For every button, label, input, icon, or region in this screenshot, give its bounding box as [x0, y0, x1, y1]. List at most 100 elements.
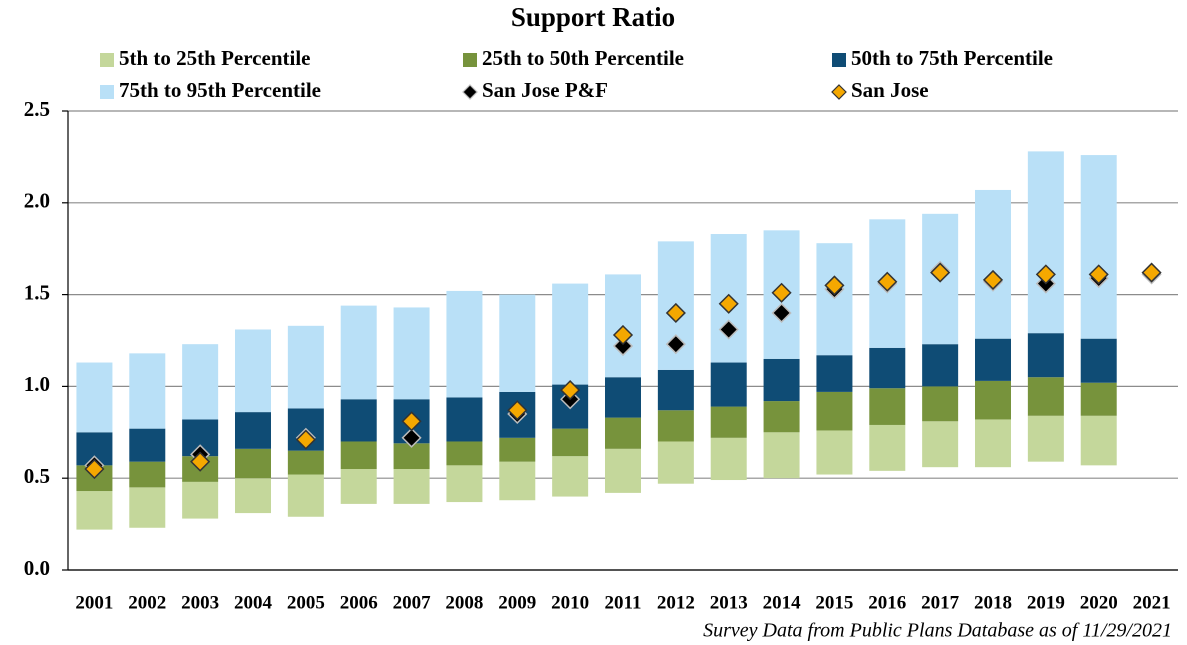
legend-swatch — [832, 53, 846, 67]
point-marker — [1141, 262, 1162, 283]
bar-segment — [499, 461, 536, 501]
bar-segment — [1080, 415, 1117, 466]
bar-segment — [710, 362, 747, 407]
legend-label: 5th to 25th Percentile — [119, 46, 310, 70]
x-tick-label: 2017 — [921, 592, 960, 613]
bar-segment — [763, 358, 800, 402]
y-tick-label: 1.5 — [24, 280, 50, 304]
bar-segment — [816, 243, 853, 356]
x-tick-label: 2003 — [181, 592, 219, 613]
bar-segment — [552, 283, 589, 385]
bar-segment — [499, 437, 536, 462]
bar-segment — [975, 189, 1011, 339]
x-tick-label: 2001 — [75, 592, 113, 613]
point-marker — [401, 411, 422, 432]
bar-segment — [1027, 333, 1064, 378]
y-tick-label: 2.0 — [24, 189, 50, 213]
bar-segment — [393, 307, 430, 400]
legend-swatch — [831, 84, 847, 100]
x-tick-label: 2021 — [1133, 592, 1171, 613]
y-tick-label: 1.0 — [24, 372, 50, 396]
bar-segment — [552, 428, 589, 457]
x-tick-label: 2014 — [763, 592, 802, 613]
bar-segment — [605, 377, 641, 418]
bar-segment — [816, 355, 853, 392]
legend-label: San Jose P&F — [482, 78, 608, 102]
x-tick-label: 2005 — [287, 592, 325, 613]
bar-segment — [1027, 377, 1064, 416]
x-tick-label: 2010 — [551, 592, 589, 613]
bar-segment — [287, 450, 324, 475]
bar-segment — [975, 338, 1011, 381]
bar-segment — [763, 432, 800, 479]
bar-segment — [1080, 338, 1117, 383]
point-marker — [665, 302, 686, 324]
legend-label: 75th to 95th Percentile — [119, 78, 321, 102]
bar-segment — [340, 399, 377, 442]
bar-segment — [763, 401, 800, 433]
point-marker — [295, 429, 316, 450]
bar-segment — [975, 419, 1011, 468]
legend-swatch — [462, 84, 478, 100]
legend-label: 50th to 75th Percentile — [851, 46, 1053, 70]
point-marker — [982, 269, 1004, 290]
bar-segment — [129, 428, 166, 462]
point-marker — [718, 319, 739, 340]
bar-segment — [816, 430, 853, 475]
bar-segment — [657, 441, 694, 484]
bar-segment — [922, 421, 959, 468]
point-marker — [718, 293, 739, 314]
bar-segment — [182, 481, 219, 519]
bar-segment — [869, 424, 906, 471]
bar-segment — [657, 410, 694, 442]
point-marker — [612, 335, 634, 357]
bar-segment — [235, 448, 271, 479]
y-tick-label: 0.5 — [24, 464, 50, 488]
x-tick-label: 2006 — [340, 592, 378, 613]
bar-segment — [869, 347, 906, 389]
x-tick-label: 2016 — [868, 592, 906, 613]
bar-segment — [922, 344, 959, 387]
legend-label: San Jose — [851, 78, 929, 102]
point-marker — [930, 262, 951, 283]
bar-segment — [605, 448, 641, 493]
bar-segment — [340, 469, 377, 504]
point-marker — [1088, 264, 1109, 285]
bar-segment — [816, 391, 853, 431]
bar-segment — [287, 325, 324, 409]
legend-swatch — [463, 53, 477, 67]
point-marker — [190, 451, 211, 472]
point-marker — [84, 458, 105, 480]
chart-title: Support Ratio — [511, 2, 675, 32]
x-tick-label: 2013 — [710, 592, 748, 613]
bar-segment — [446, 441, 483, 466]
footnote: Survey Data from Public Plans Database a… — [703, 620, 1172, 642]
bar-segment — [710, 406, 747, 438]
point-marker — [507, 400, 528, 421]
bar-segment — [657, 369, 694, 411]
bar-segment — [235, 329, 271, 413]
x-tick-label: 2011 — [605, 592, 642, 613]
bar-segment — [975, 380, 1011, 420]
point-marker — [560, 380, 581, 401]
x-tick-label: 2019 — [1027, 592, 1065, 613]
x-tick-label: 2018 — [974, 592, 1012, 613]
bar-segment — [340, 305, 377, 400]
bar-segment — [129, 353, 166, 429]
legend-label: 25th to 50th Percentile — [482, 46, 684, 70]
bar-segment — [129, 461, 166, 488]
bar-segment — [446, 290, 483, 398]
bar-segment — [922, 386, 959, 422]
x-tick-label: 2012 — [657, 592, 695, 613]
point-marker — [877, 271, 898, 292]
x-tick-label: 2020 — [1080, 592, 1118, 613]
legend-swatch — [100, 85, 114, 99]
bar-segment — [129, 487, 166, 528]
bar-segment — [552, 456, 589, 497]
x-tick-label: 2002 — [128, 592, 166, 613]
bar-segment — [1080, 155, 1117, 339]
bar-segment — [287, 474, 324, 517]
bar-segment — [446, 465, 483, 503]
